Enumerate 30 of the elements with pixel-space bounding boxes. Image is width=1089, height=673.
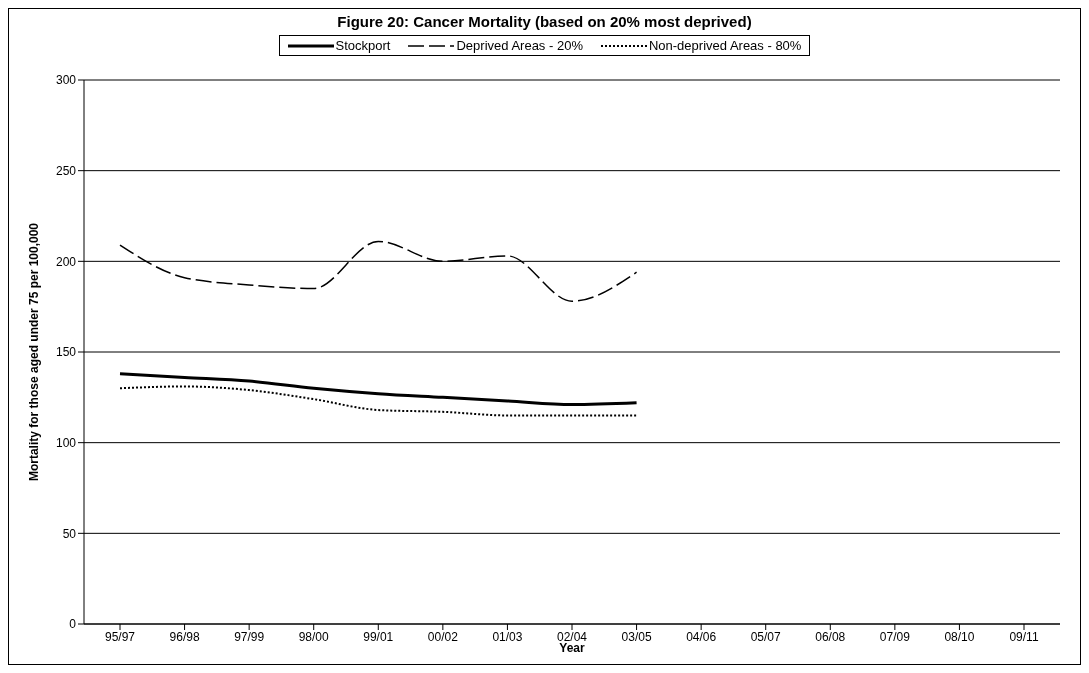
x-tick-label: 97/99: [234, 629, 265, 644]
x-tick-label: 04/06: [686, 629, 717, 644]
y-tick-label: 100: [55, 435, 77, 450]
y-tick-label: 150: [55, 345, 77, 360]
x-tick-label: 05/07: [750, 629, 782, 644]
x-tick-label: 06/08: [815, 629, 846, 644]
y-tick-label: 0: [69, 617, 77, 632]
x-tick-label: 98/00: [298, 629, 330, 644]
x-tick-label: 03/05: [621, 629, 652, 644]
y-tick-label: 200: [55, 254, 77, 269]
line-series: [118, 372, 639, 407]
x-tick-label: 95/97: [104, 629, 136, 644]
chart-title: Figure 20: Cancer Mortality (based on 20% most deprived): [336, 13, 753, 30]
legend-label: Non-deprived Areas - 80%: [647, 38, 802, 53]
y-tick-label: 250: [55, 163, 77, 178]
x-tick-label: 99/01: [363, 629, 394, 644]
line-series: [119, 385, 638, 417]
x-tick-label: 09/11: [1009, 629, 1039, 644]
legend-label: Deprived Areas - 20%: [455, 38, 583, 53]
x-tick-label: 00/02: [427, 629, 459, 644]
y-tick-label: 300: [55, 73, 77, 88]
x-tick-label: 96/98: [169, 629, 200, 644]
x-tick-label: 07/09: [879, 629, 911, 644]
x-tick-label: 01/03: [492, 629, 523, 644]
y-tick-label: 50: [62, 526, 77, 541]
legend-label: Stockport: [334, 38, 391, 53]
x-tick-label: 08/10: [944, 629, 975, 644]
x-axis-title: Year: [559, 641, 586, 655]
y-axis-title: Mortality for those aged under 75 per 100,000: [27, 222, 42, 482]
x-tick-label: 02/04: [556, 629, 588, 644]
